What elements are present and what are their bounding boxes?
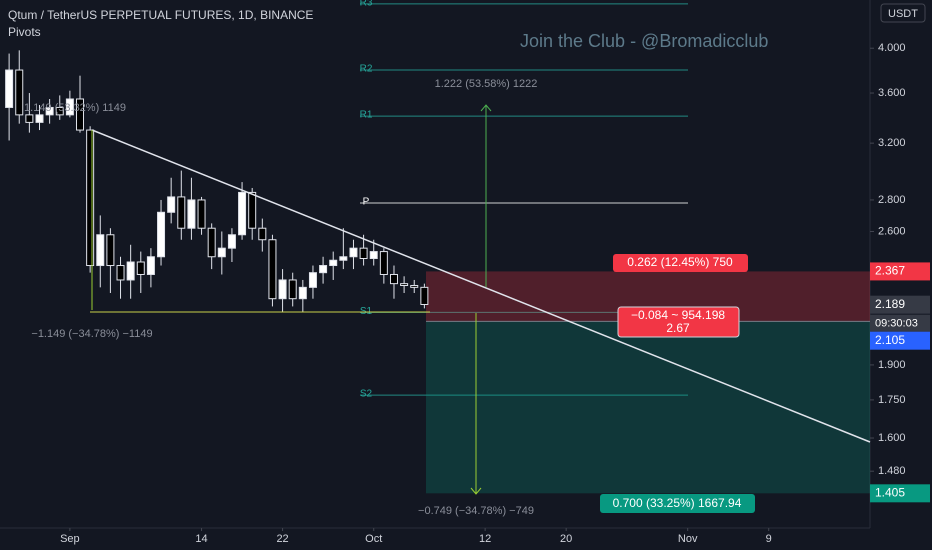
stop-label-box — [600, 494, 755, 513]
x-tick-label: Nov — [678, 533, 698, 545]
measure-label: 1.222 (53.58%) 1222 — [435, 78, 538, 90]
candle-body — [227, 234, 236, 249]
y-tick-label: 2.800 — [878, 194, 906, 206]
candle-body — [167, 196, 176, 213]
candle-body — [55, 106, 64, 116]
candle-body — [207, 227, 216, 258]
y-tick-label: 1.480 — [878, 465, 906, 477]
x-tick-label: 14 — [195, 533, 207, 545]
y-tick-label: 1.750 — [878, 394, 906, 406]
candle-body — [146, 256, 155, 275]
measure-label: 1.149 (53.32%) 1149 — [24, 102, 126, 114]
pivot-label: S2 — [360, 389, 373, 400]
candle-body — [248, 191, 257, 229]
price-badge-label: 2.189 — [875, 297, 905, 311]
x-tick-label: Sep — [60, 533, 80, 545]
plot: R3 R2 R1 P S1 S2 — [5, 0, 871, 495]
candle-body — [359, 247, 368, 259]
countdown-badge — [870, 314, 930, 332]
candle-body — [369, 251, 378, 259]
currency-box[interactable] — [880, 3, 926, 23]
candle-body — [420, 286, 429, 305]
candle-body — [45, 106, 54, 116]
candle-body — [96, 234, 105, 267]
candle-body — [15, 69, 24, 116]
stop-zone — [426, 321, 870, 494]
price-badge-label: 2.105 — [875, 333, 905, 347]
candle-body — [25, 114, 34, 123]
candle-body — [379, 251, 388, 275]
candle-body — [187, 199, 196, 229]
candle-body — [288, 279, 297, 300]
center-label-box — [617, 306, 740, 338]
pivot-label: P — [363, 197, 370, 208]
candle-body — [86, 129, 95, 267]
candle-body — [319, 265, 328, 274]
pivot-label: S1 — [360, 306, 373, 317]
candle-body — [157, 211, 166, 258]
candle-body — [329, 259, 338, 267]
stop-label: 0.700 (33.25%) 1667.94 — [613, 496, 742, 510]
y-tick-label: 2.600 — [878, 225, 906, 237]
target-label-box — [613, 254, 748, 272]
price-badge-label: 1.405 — [875, 485, 905, 499]
ratio-label: 2.67 — [666, 321, 690, 335]
trend-line — [91, 129, 871, 443]
price-badge — [870, 295, 930, 314]
candle-body — [238, 191, 247, 236]
candle-body — [136, 261, 145, 275]
candle-body — [126, 261, 135, 281]
center-label: −0.084 ~ 954.198 — [631, 308, 725, 322]
countdown: 09:30:03 — [875, 318, 918, 330]
candle-body — [400, 283, 409, 286]
y-tick-label: 3.600 — [878, 87, 906, 99]
y-tick-label: 1.900 — [878, 359, 906, 371]
target-label: 0.262 (12.45%) 750 — [627, 255, 733, 269]
candle-body — [217, 247, 226, 258]
candle-body — [410, 284, 419, 288]
arrow-head — [470, 487, 482, 495]
currency[interactable]: USDT — [888, 8, 918, 20]
candle-body — [65, 98, 74, 116]
arrow-head — [480, 104, 492, 112]
x-tick-label: 22 — [276, 533, 288, 545]
candle-body — [35, 114, 44, 123]
candle-body — [308, 272, 317, 288]
candle-body — [349, 247, 358, 258]
measure-label: −0.749 (−34.78%) −749 — [418, 505, 534, 517]
price-badge — [870, 484, 930, 503]
indicator-name: Pivots — [8, 25, 41, 39]
pivot-label: R1 — [360, 110, 373, 121]
x-tick-label: Oct — [365, 533, 382, 545]
candle-body — [389, 273, 398, 285]
y-tick-label: 3.200 — [878, 137, 906, 149]
candle-body — [298, 286, 307, 300]
candle-body — [177, 196, 186, 229]
price-badge — [870, 331, 930, 350]
pivot-label: R3 — [360, 0, 373, 8]
candle-body — [258, 227, 267, 241]
y-tick-label: 4.000 — [878, 42, 906, 54]
price-badge-label: 2.367 — [875, 264, 905, 278]
candle-body — [106, 234, 115, 267]
candle-body — [5, 69, 14, 108]
candle-body — [76, 98, 85, 131]
x-tick-label: 20 — [560, 533, 572, 545]
y-tick-label: 1.600 — [878, 432, 906, 444]
candle-body — [197, 199, 206, 229]
candle-body — [268, 239, 277, 300]
x-tick-label: 9 — [766, 533, 772, 545]
x-tick-label: 12 — [479, 533, 491, 545]
pivot-label: R2 — [360, 64, 373, 75]
candle-body — [339, 256, 348, 261]
price-badge — [870, 262, 930, 281]
chart-title: Qtum / TetherUS PERPETUAL FUTURES, 1D, B… — [8, 8, 313, 22]
candle-body — [116, 265, 125, 281]
measure-label: −1.149 (−34.78%) −1149 — [31, 328, 152, 340]
candle-body — [278, 279, 287, 300]
watermark: Join the Club - @Bromadicclub — [520, 31, 768, 51]
